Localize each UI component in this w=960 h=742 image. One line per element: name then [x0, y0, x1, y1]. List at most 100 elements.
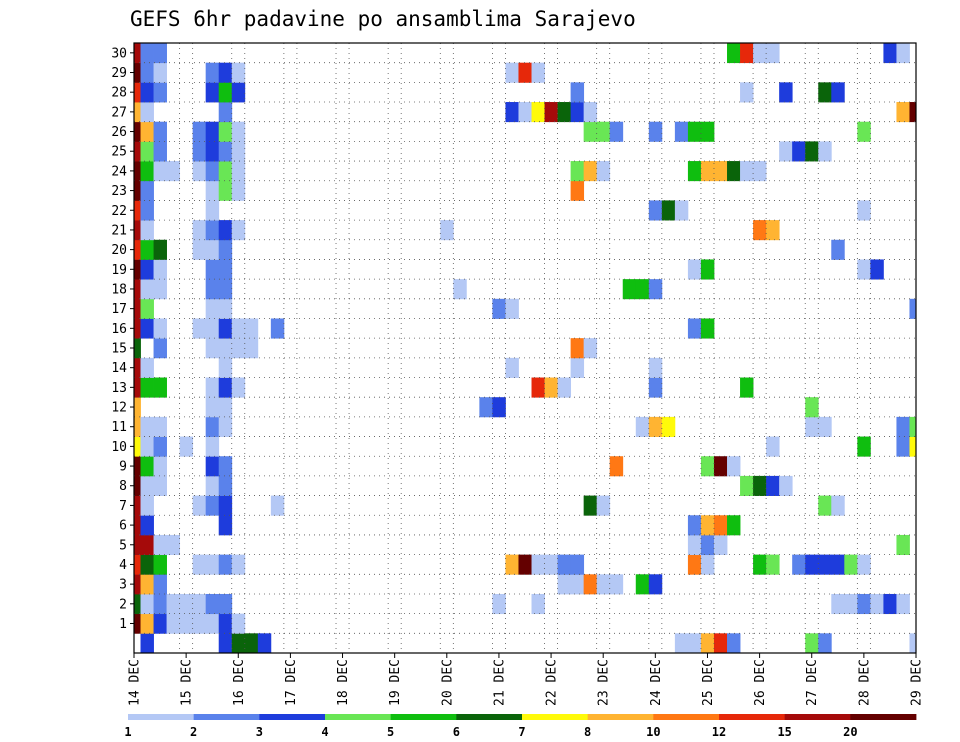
heatmap-cell	[844, 593, 858, 615]
heatmap-cell	[192, 318, 207, 339]
heatmap-cell	[700, 161, 715, 182]
y-tick-label: 17	[111, 302, 127, 317]
legend-swatch	[128, 714, 195, 720]
heatmap-cell	[818, 416, 832, 437]
heatmap-cell	[531, 102, 545, 123]
heatmap-cell	[134, 279, 141, 300]
heatmap-cell	[153, 475, 167, 496]
heatmap-cell	[857, 436, 871, 457]
legend-swatch	[193, 714, 260, 720]
heatmap-cell	[140, 220, 154, 241]
heatmap-cell	[205, 279, 220, 300]
heatmap-cell	[766, 220, 780, 241]
heatmap-cell	[153, 141, 167, 162]
heatmap-cell	[140, 43, 154, 64]
y-tick-label: 25	[111, 145, 127, 160]
heatmap-cell	[753, 161, 767, 182]
heatmap-cell	[609, 121, 624, 142]
heatmap-cell	[570, 554, 585, 575]
heatmap-cell	[134, 613, 141, 634]
heatmap-cell	[218, 180, 233, 201]
heatmap-cell	[596, 495, 611, 516]
heatmap-cell	[766, 554, 780, 575]
x-tick-label: 18 DEC	[336, 659, 351, 706]
legend-label: 12	[712, 725, 726, 739]
heatmap-cell	[134, 574, 141, 595]
heatmap-cell	[687, 554, 702, 575]
heatmap-cell	[505, 62, 519, 83]
heatmap-cell	[570, 102, 585, 123]
heatmap-cell	[244, 338, 259, 359]
heatmap-cell	[140, 633, 154, 654]
heatmap-cell	[134, 534, 141, 556]
heatmap-cell	[140, 161, 154, 182]
heatmap-cell	[179, 593, 194, 615]
heatmap-cell	[583, 338, 598, 359]
heatmap-cell	[687, 318, 702, 339]
heatmap-cell	[622, 279, 637, 300]
heatmap-cell	[570, 82, 585, 103]
heatmap-cell	[831, 593, 845, 615]
heatmap-cell	[557, 377, 572, 398]
heatmap-cell	[218, 633, 233, 654]
heatmap-cell	[583, 121, 598, 142]
heatmap-cell	[218, 554, 233, 575]
heatmap-cell	[140, 593, 154, 615]
heatmap-cell	[205, 259, 220, 280]
heatmap-cell	[713, 161, 728, 182]
heatmap-cell	[270, 318, 285, 339]
heatmap-cell	[779, 141, 793, 162]
heatmap-cell	[648, 357, 663, 378]
heatmap-cell	[635, 574, 650, 595]
y-tick-label: 23	[111, 184, 127, 199]
heatmap-cell	[231, 318, 246, 339]
y-tick-label: 12	[111, 401, 127, 416]
y-tick-label: 5	[119, 538, 127, 553]
x-tick-label: 25 DEC	[701, 659, 716, 706]
heatmap-cell	[140, 200, 154, 221]
heatmap-cell	[231, 633, 246, 654]
heatmap-cell	[700, 534, 715, 556]
y-tick-label: 3	[119, 578, 127, 593]
heatmap-cell	[153, 121, 167, 142]
heatmap-cell	[753, 43, 767, 64]
heatmap-cell	[218, 102, 233, 123]
heatmap-cell	[153, 43, 167, 64]
heatmap-cell	[505, 554, 519, 575]
y-tick-label: 27	[111, 105, 127, 120]
heatmap-cell	[531, 554, 545, 575]
heatmap-cell	[205, 239, 220, 260]
heatmap-cell	[870, 593, 884, 615]
y-tick-label: 21	[111, 223, 127, 238]
heatmap-cell	[153, 239, 167, 260]
heatmap-cell	[727, 161, 741, 182]
heatmap-cell	[818, 633, 832, 654]
heatmap-cell	[231, 141, 246, 162]
heatmap-cell	[205, 495, 220, 516]
heatmap-cell	[205, 200, 220, 221]
legend-label: 6	[453, 725, 460, 739]
x-tick-label: 28 DEC	[857, 659, 872, 706]
heatmap-cell	[205, 338, 220, 359]
heatmap-cell	[766, 475, 780, 496]
heatmap-cell	[779, 475, 793, 496]
legend-label: 2	[190, 725, 197, 739]
y-tick-label: 1	[119, 617, 127, 632]
heatmap-cell	[479, 397, 493, 418]
heatmap-cell	[727, 515, 741, 536]
x-tick-label: 16 DEC	[232, 659, 247, 706]
heatmap-cell	[635, 416, 650, 437]
heatmap-cell	[231, 613, 246, 634]
heatmap-cell	[740, 377, 754, 398]
heatmap-cell	[205, 436, 220, 457]
heatmap-cell	[570, 574, 585, 595]
y-tick-label: 13	[111, 381, 127, 396]
y-tick-label: 8	[119, 479, 127, 494]
heatmap-cell	[648, 377, 663, 398]
x-tick-label: 21 DEC	[492, 659, 507, 706]
x-axis-ticks: 14 DEC 15 DEC 16 DEC 17 DEC 18 DEC 19 DEC 20 D…	[128, 653, 925, 706]
heatmap-cell	[635, 279, 650, 300]
heatmap-cell	[140, 180, 154, 201]
heatmap-cell	[134, 62, 141, 83]
